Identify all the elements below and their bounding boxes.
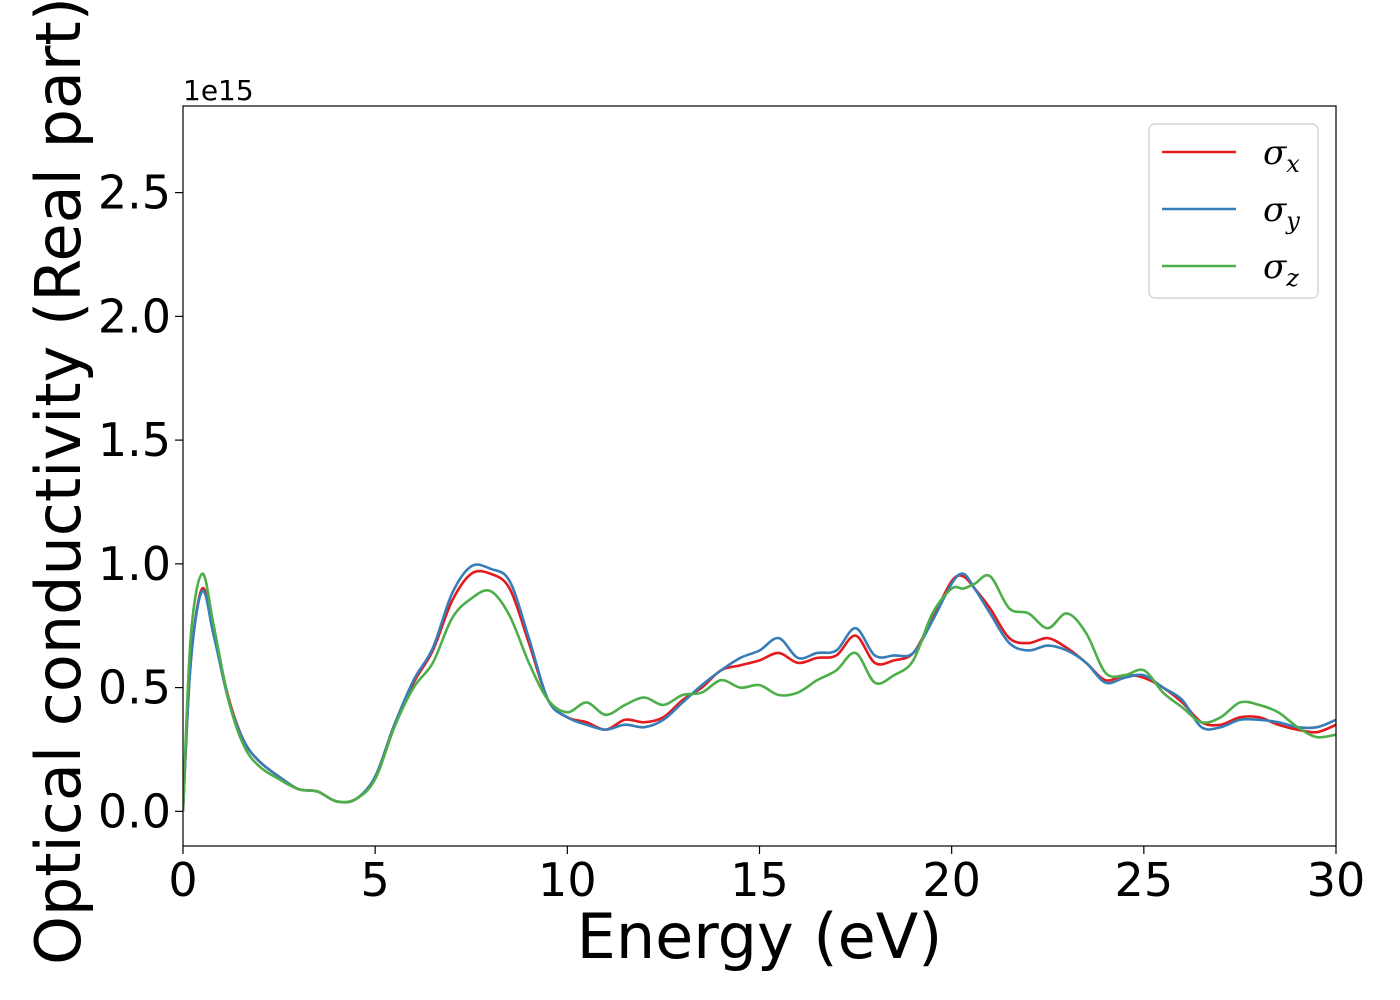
series-layer bbox=[183, 563, 1336, 812]
y-tick-label: 1.5 bbox=[98, 413, 171, 467]
y-tick-label: 1.0 bbox=[98, 537, 171, 591]
y-tick-label: 2.0 bbox=[98, 289, 171, 343]
x-tick-label: 25 bbox=[1115, 853, 1174, 907]
plot-area bbox=[182, 105, 1337, 847]
x-tick-label: 5 bbox=[361, 853, 390, 907]
y-tick-label: 2.5 bbox=[98, 166, 171, 220]
legend: σx σy σz bbox=[1148, 123, 1319, 299]
x-tick-label: 30 bbox=[1307, 853, 1366, 907]
x-tick-label: 20 bbox=[922, 853, 981, 907]
x-axis-title: Energy (eV) bbox=[577, 900, 943, 973]
y-tick-label: 0.5 bbox=[98, 661, 171, 715]
legend-label: σz bbox=[1263, 247, 1299, 292]
legend-box bbox=[1148, 123, 1319, 299]
x-tick-label: 15 bbox=[730, 853, 789, 907]
x-axis: 0 5 10 15 20 25 30 bbox=[168, 846, 1365, 907]
y-axis: 0.0 0.5 1.0 1.5 2.0 2.5 bbox=[98, 166, 183, 838]
x-tick-label: 0 bbox=[168, 853, 197, 907]
legend-label: σx bbox=[1263, 133, 1300, 178]
y-tick-label: 0.0 bbox=[98, 784, 171, 838]
legend-label: σy bbox=[1263, 190, 1300, 235]
y-axis-offset-text: 1e15 bbox=[183, 74, 254, 107]
y-axis-title: Optical conductivity (Real part) bbox=[22, 0, 95, 965]
x-tick-label: 10 bbox=[538, 853, 597, 907]
series-line-3 bbox=[183, 572, 1336, 812]
